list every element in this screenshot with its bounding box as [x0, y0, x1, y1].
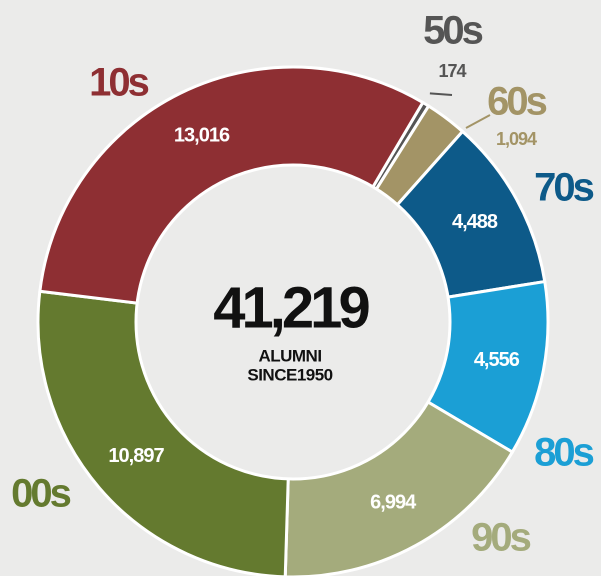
category-label: 80s	[534, 431, 593, 475]
leader-line	[429, 92, 453, 96]
value-label: 174	[438, 61, 466, 81]
category-label: 00s	[11, 472, 70, 516]
category-label: 10s	[89, 61, 148, 105]
value-label: 4,556	[474, 349, 520, 371]
value-label: 1,094	[496, 129, 537, 149]
leader-line	[465, 114, 491, 129]
value-label: 4,488	[452, 211, 498, 233]
category-label: 70s	[534, 166, 593, 210]
center-line: ALUMNI	[258, 346, 321, 365]
center-total: 41,219	[213, 275, 369, 340]
center-line: SINCE1950	[247, 365, 332, 384]
category-label: 90s	[471, 516, 530, 560]
value-label: 10,897	[108, 445, 164, 467]
category-label: 60s	[487, 80, 546, 124]
category-label: 50s	[423, 9, 482, 53]
value-label: 6,994	[370, 492, 417, 514]
value-label: 13,016	[174, 125, 230, 147]
center-disc	[134, 163, 452, 481]
